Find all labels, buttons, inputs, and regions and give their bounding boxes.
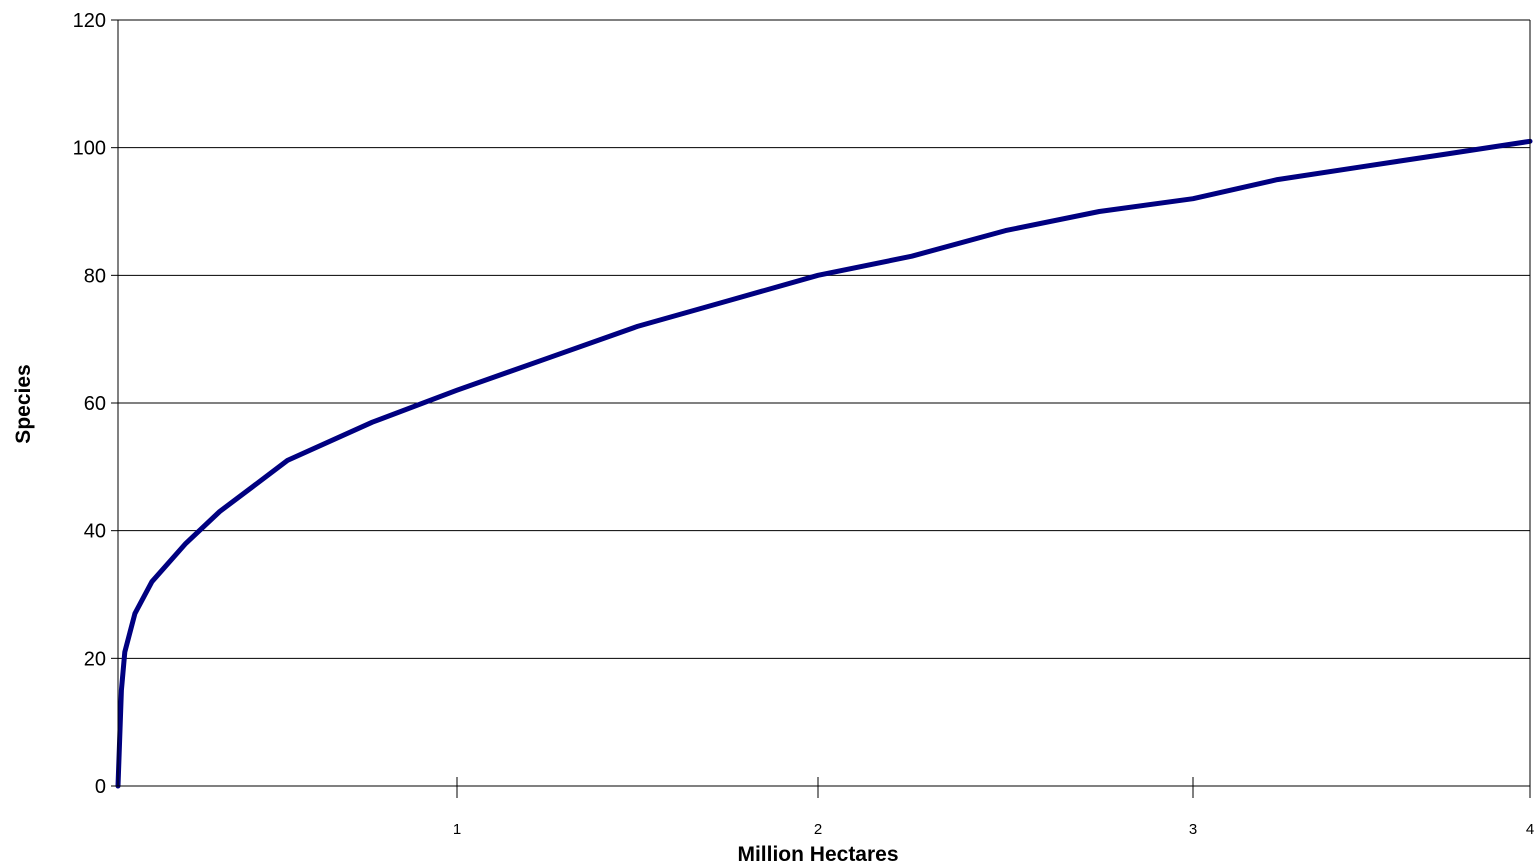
y-tick-label: 40 bbox=[84, 521, 106, 543]
x-tick-label: 2 bbox=[814, 821, 822, 838]
y-tick-label: 80 bbox=[84, 265, 106, 287]
series-line bbox=[115, 138, 1533, 789]
x-tick-label: 1 bbox=[453, 821, 461, 838]
y-tick-label: 0 bbox=[95, 776, 106, 798]
x-axis-title: Million Hectares bbox=[737, 843, 898, 866]
y-tick-label: 60 bbox=[84, 393, 106, 415]
x-tick-label: 3 bbox=[1189, 821, 1197, 838]
y-axis-title: Species bbox=[12, 364, 35, 443]
y-tick-label: 20 bbox=[84, 648, 106, 670]
y-tick-label: 100 bbox=[73, 138, 106, 160]
y-tick-label: 120 bbox=[73, 10, 106, 32]
gridlines bbox=[118, 19, 1530, 659]
axes bbox=[111, 19, 1531, 798]
series-layer bbox=[115, 138, 1533, 789]
tick-labels: 0 20 40 60 80 100 120 1 2 3 4 bbox=[73, 10, 1535, 838]
x-tick-label: 4 bbox=[1526, 821, 1534, 838]
